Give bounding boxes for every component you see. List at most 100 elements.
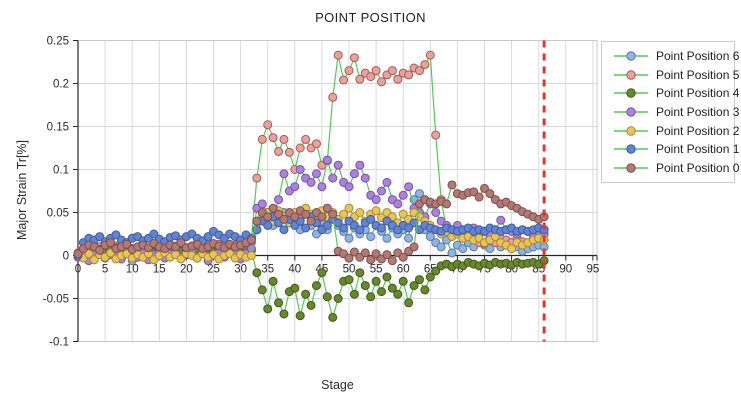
data-point <box>252 173 262 183</box>
data-point <box>122 239 132 249</box>
legend-item-point-position-2: Point Position 2 <box>613 121 739 140</box>
data-point <box>371 276 381 286</box>
legend-item-point-position-3: Point Position 3 <box>613 103 739 122</box>
tick-labels: 0.25 0.2 0.15 0.1 0.05 0 -0.05 -0.1 0 5 10 15 20 25 30… <box>43 36 600 349</box>
y-tick-label: -0.1 <box>49 337 69 349</box>
data-point <box>382 177 392 187</box>
data-point <box>366 255 376 265</box>
data-point <box>322 292 332 302</box>
data-point <box>306 300 316 310</box>
legend-marker-icon <box>614 51 648 61</box>
data-point <box>414 66 424 76</box>
data-point <box>382 233 392 243</box>
data-point <box>279 214 289 224</box>
legend-item-point-position-5: Point Position 5 <box>613 66 739 85</box>
data-point <box>371 66 381 76</box>
data-point <box>311 139 321 149</box>
data-point <box>409 242 419 252</box>
data-point <box>203 232 213 242</box>
data-point <box>344 275 354 285</box>
data-point <box>349 247 359 257</box>
data-point <box>387 283 397 293</box>
data-point <box>263 120 273 130</box>
data-point <box>377 77 387 87</box>
data-point <box>398 276 408 286</box>
data-point <box>301 209 311 219</box>
data-point <box>295 143 305 153</box>
data-point <box>246 235 256 245</box>
legend-dot <box>626 144 636 154</box>
data-point <box>333 160 343 170</box>
data-point <box>290 212 300 222</box>
data-point <box>328 173 338 183</box>
data-point <box>404 70 414 80</box>
data-point <box>377 186 387 196</box>
data-point <box>458 244 468 254</box>
data-point <box>377 287 387 297</box>
legend-item-point-position-0: Point Position 0 <box>613 159 739 178</box>
data-point <box>339 223 349 233</box>
data-point <box>306 177 316 187</box>
legend-marker-icon <box>614 163 648 173</box>
data-point <box>436 242 446 252</box>
chart-title: POINT POSITION <box>315 10 426 25</box>
data-point <box>366 292 376 302</box>
data-point <box>393 289 403 299</box>
data-point <box>328 312 338 322</box>
data-point <box>420 285 430 295</box>
x-tick-label: 35 <box>261 264 274 276</box>
data-point <box>328 209 338 219</box>
data-point <box>425 50 435 60</box>
data-point <box>95 232 105 242</box>
legend-dot <box>626 51 636 61</box>
legend: Point Position 6 Point Position 5 Point Po… <box>601 41 739 184</box>
data-point <box>95 245 105 255</box>
x-tick-label: 30 <box>234 264 247 276</box>
x-tick-label: 95 <box>587 264 600 276</box>
data-point <box>431 130 441 140</box>
data-point <box>398 252 408 262</box>
data-point <box>355 268 365 278</box>
data-point <box>404 182 414 192</box>
data-point <box>263 304 273 314</box>
data-point <box>404 223 414 233</box>
x-tick-label: 50 <box>343 264 356 276</box>
data-point <box>355 160 365 170</box>
data-point <box>360 248 370 258</box>
data-point <box>393 199 403 209</box>
legend-dot <box>626 163 636 173</box>
legend-label: Point Position 2 <box>656 123 740 138</box>
data-point <box>349 169 359 179</box>
legend-label: Point Position 1 <box>656 142 740 157</box>
data-point <box>409 218 419 228</box>
x-tick-label: 0 <box>75 264 81 276</box>
y-tick-label: 0.25 <box>47 36 69 48</box>
data-point <box>73 249 83 259</box>
data-point <box>409 281 419 291</box>
data-point <box>268 133 278 143</box>
legend-label: Point Position 5 <box>656 67 740 82</box>
data-point <box>344 253 354 263</box>
x-axis-label: Stage <box>321 378 354 392</box>
data-point <box>106 238 116 248</box>
x-tick-label: 90 <box>559 264 572 276</box>
data-point <box>431 266 441 276</box>
legend-label: Point Position 4 <box>656 86 740 101</box>
data-point <box>333 50 343 60</box>
data-point <box>344 66 354 76</box>
data-point <box>279 225 289 235</box>
data-point <box>366 72 376 82</box>
data-point <box>387 66 397 76</box>
data-point <box>414 189 424 199</box>
data-point <box>274 146 284 156</box>
y-axis-label: Major Strain Tr[%] <box>15 139 29 241</box>
data-point <box>507 244 517 254</box>
y-tick-label: 0.15 <box>47 122 69 134</box>
data-point <box>366 214 376 224</box>
data-point <box>311 281 321 291</box>
data-point <box>311 169 321 179</box>
data-point <box>149 229 159 239</box>
legend-dot <box>626 88 636 99</box>
data-point <box>339 209 349 219</box>
